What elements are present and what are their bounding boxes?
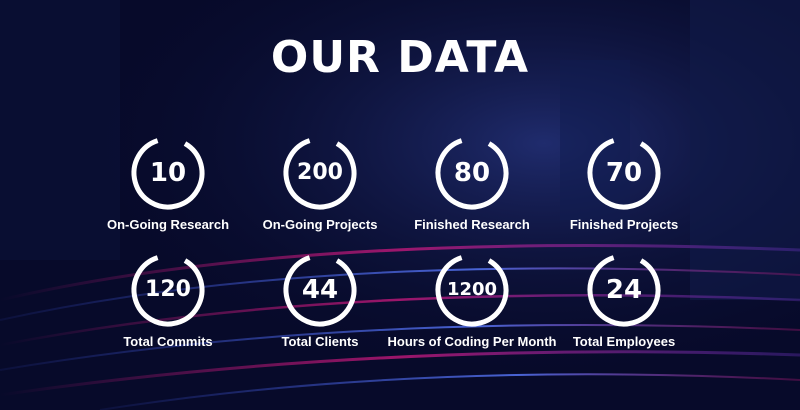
progress-ring: 200 [280, 133, 360, 213]
progress-ring: 80 [432, 133, 512, 213]
stat-total-commits: 120 Total Commits [78, 250, 258, 349]
stat-total-employees: 24 Total Employees [534, 250, 714, 349]
stat-value: 200 [297, 160, 343, 185]
stat-on-going-projects: 200 On-Going Projects [230, 133, 410, 232]
stat-value: 1200 [446, 279, 498, 300]
stat-hours-of-coding: 1200 Hours of Coding Per Month [382, 250, 562, 349]
ring-icon [283, 136, 357, 210]
stat-finished-research: 80 Finished Research [382, 133, 562, 232]
stat-value: 70 [605, 158, 643, 188]
stat-label: Hours of Coding Per Month [387, 334, 557, 349]
progress-ring: 1200 [432, 250, 512, 330]
stat-label: Finished Research [414, 217, 530, 232]
stat-value: 44 [301, 275, 339, 305]
ring-icon [587, 253, 661, 327]
ring-icon [131, 136, 205, 210]
ring-icon [435, 136, 509, 210]
stat-value: 24 [605, 275, 643, 305]
stat-on-going-research: 10 On-Going Research [78, 133, 258, 232]
stat-label: Total Employees [572, 334, 676, 349]
stat-finished-projects: 70 Finished Projects [534, 133, 714, 232]
progress-ring: 44 [280, 250, 360, 330]
ring-icon [283, 253, 357, 327]
stat-label: On-Going Projects [262, 217, 378, 232]
ring-icon [587, 136, 661, 210]
progress-ring: 24 [584, 250, 664, 330]
progress-ring: 10 [128, 133, 208, 213]
stat-value: 10 [149, 158, 187, 188]
stat-label: Total Clients [281, 334, 359, 349]
ring-icon [131, 253, 205, 327]
progress-ring: 70 [584, 133, 664, 213]
stat-label: On-Going Research [106, 217, 230, 232]
page-title: OUR DATA [270, 32, 530, 83]
progress-ring: 120 [128, 250, 208, 330]
stat-value: 120 [145, 277, 191, 302]
ring-icon [435, 253, 509, 327]
stat-total-clients: 44 Total Clients [230, 250, 410, 349]
stat-label: Finished Projects [569, 217, 679, 232]
stat-value: 80 [453, 158, 491, 188]
stat-label: Total Commits [123, 334, 213, 349]
